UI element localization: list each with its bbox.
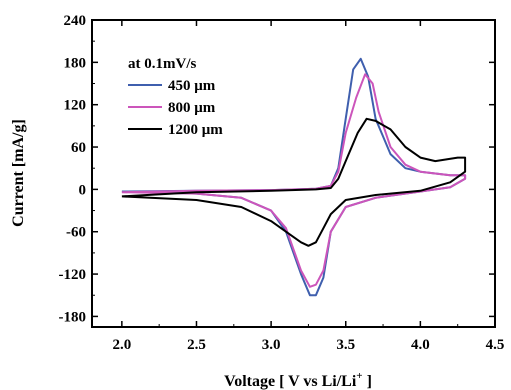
y-axis-title: Current [mA/g] xyxy=(10,119,27,227)
plot-frame xyxy=(91,19,496,328)
legend: at 0.1mV/s 450 μm 800 μm 1200 μm xyxy=(128,56,223,138)
y-tick-label: -60 xyxy=(66,225,86,241)
tick-labels: 2.0 2.5 3.0 3.5 4.0 4.5 -180 -120 -60 0 60 120 180 24… xyxy=(59,13,505,353)
y-tick-label: -120 xyxy=(59,267,87,283)
series-line-3 xyxy=(121,117,467,247)
series-lines xyxy=(121,57,467,297)
y-tick-label: 120 xyxy=(64,98,87,114)
y-tick-label: 60 xyxy=(71,140,86,156)
x-tick-label: 2.0 xyxy=(112,337,131,353)
x-axis-title: Voltage [ V vs Li/Li+ ] xyxy=(224,370,372,390)
series-line-2 xyxy=(121,73,467,288)
x-tick-label: 4.5 xyxy=(486,337,505,353)
y-tick-label: 240 xyxy=(64,13,87,29)
series-line-1 xyxy=(121,57,467,297)
x-tick-label: 4.0 xyxy=(411,337,430,353)
x-axis-title-main: Voltage [ V vs Li/Li xyxy=(224,373,357,390)
x-tick-label: 3.5 xyxy=(336,337,355,353)
legend-label: 450 μm xyxy=(168,78,216,94)
legend-label: 800 μm xyxy=(168,100,216,116)
x-axis-title-end: ] xyxy=(363,373,372,390)
y-tick-label: -180 xyxy=(59,309,87,325)
legend-label: 1200 μm xyxy=(168,122,223,138)
y-tick-label: 180 xyxy=(64,55,87,71)
x-tick-label: 3.0 xyxy=(262,337,281,353)
legend-title: at 0.1mV/s xyxy=(128,56,196,72)
x-tick-label: 2.5 xyxy=(187,337,206,353)
x-axis-title-superscript: + xyxy=(356,370,362,382)
y-tick-label: 0 xyxy=(79,182,87,198)
